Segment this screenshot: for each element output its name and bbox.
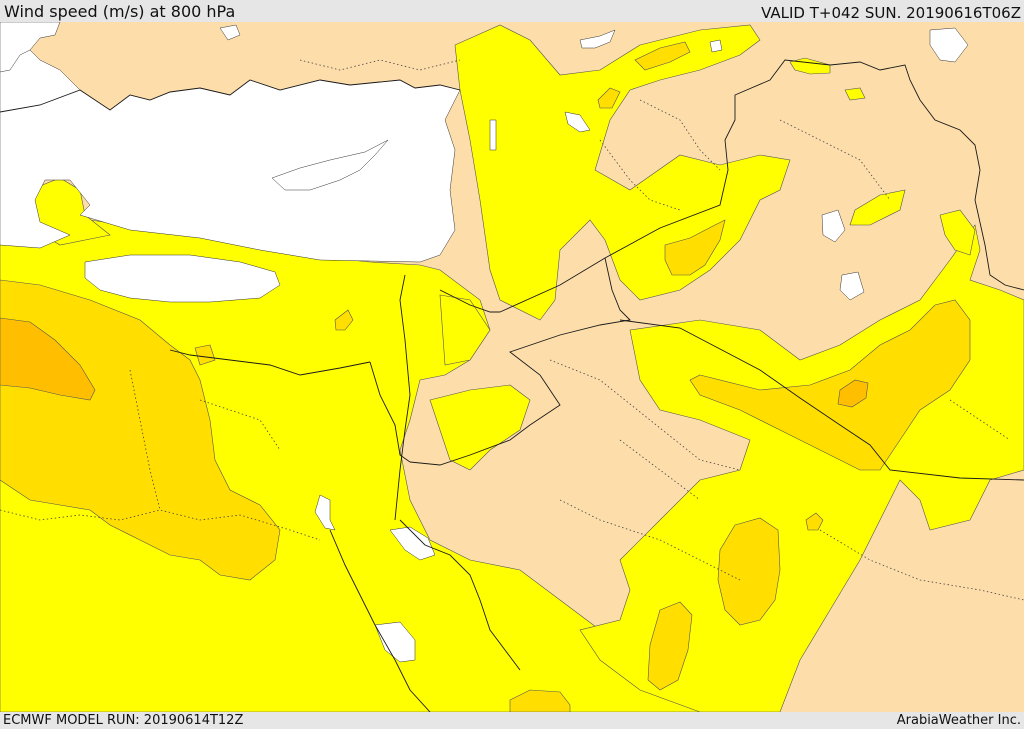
border-egypt-sudan — [369, 361, 411, 463]
wind-region-saudi-south — [647, 601, 693, 691]
wind-region-saudi-dot — [805, 512, 824, 531]
wind-region-iraq-core — [837, 379, 869, 408]
lake-iraq — [839, 271, 865, 301]
lake-turkey — [564, 111, 591, 133]
cyprus-island — [271, 139, 389, 191]
gulf-of-suez — [314, 494, 336, 531]
border-red-sea-coast — [329, 529, 431, 712]
black-sea-edge — [579, 29, 616, 49]
water-bodies — [0, 22, 969, 663]
border-sinai-east — [394, 274, 411, 521]
map-canvas — [0, 22, 1024, 712]
wind-region-iraq-band — [689, 299, 971, 471]
wind-region-red-sea-south — [509, 689, 571, 712]
province-line-2 — [129, 369, 161, 511]
province-lines — [0, 59, 1024, 601]
wind-band-3-regions — [0, 317, 869, 408]
border-jordan-iraq — [409, 257, 631, 466]
wind-region-east-edge — [939, 209, 976, 256]
wind-region-egypt-coast-spot — [334, 309, 354, 331]
province-line-11 — [199, 399, 281, 451]
valid-time: VALID T+042 SUN. 20190616T06Z — [761, 4, 1021, 22]
province-line-7 — [599, 139, 681, 211]
wind-speed-map — [0, 22, 1024, 712]
province-line-10 — [949, 399, 1011, 441]
model-run-label: ECMWF MODEL RUN: 20190614T12Z — [3, 713, 244, 728]
wind-region-libya-core — [0, 317, 96, 401]
wind-region-egypt-spot — [194, 344, 216, 366]
lake-urmia — [821, 209, 846, 243]
footer-bar: ECMWF MODEL RUN: 20190614T12Z ArabiaWeat… — [0, 712, 1024, 729]
wind-region-syria-spot — [664, 219, 726, 276]
wind-region-arabia-west — [429, 384, 531, 471]
border-nw-coast — [0, 79, 461, 113]
wind-region-ne-patch — [849, 189, 906, 226]
map-title: Wind speed (m/s) at 800 hPa — [4, 2, 236, 21]
wind-region-ne-dot — [844, 87, 866, 101]
border-egypt-libya — [169, 349, 371, 376]
aegean-islands — [0, 22, 61, 73]
province-line-12 — [619, 439, 701, 501]
credit-label: ArabiaWeather Inc. — [896, 713, 1021, 728]
country-borders — [0, 59, 1024, 712]
red-sea-lake — [374, 621, 416, 663]
lake-small-2 — [709, 39, 723, 53]
dead-sea — [489, 119, 497, 151]
wind-region-turkey-spot — [597, 87, 621, 109]
border-saudi-iraq — [619, 319, 1024, 481]
lake-small-1 — [219, 24, 241, 41]
wind-region-saudi-central — [717, 517, 781, 626]
province-line-9 — [299, 59, 461, 71]
lake-van — [929, 27, 969, 63]
province-line-8 — [819, 529, 1024, 601]
wind-region-jordan — [439, 294, 491, 366]
red-sea-upper — [389, 526, 436, 561]
border-jordan-saudi — [439, 289, 500, 313]
border-nile-coast — [399, 519, 521, 671]
mediterranean-inner — [84, 254, 281, 303]
border-syria-iraq — [499, 59, 1024, 313]
header-bar: Wind speed (m/s) at 800 hPa VALID T+042 … — [0, 0, 1024, 22]
wind-region-turkey-strip — [634, 41, 691, 71]
